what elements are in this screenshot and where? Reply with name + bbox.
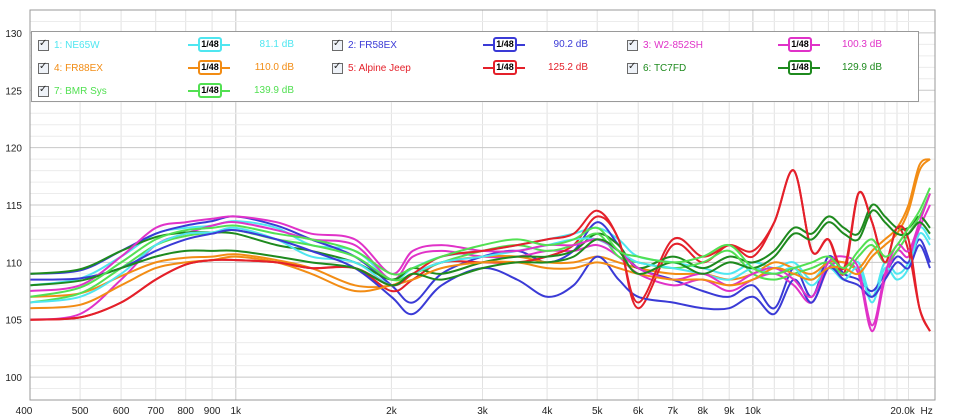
level-fr58ex: 90.2 dB — [553, 39, 588, 50]
checkbox-icon[interactable] — [627, 61, 638, 74]
x-tick-label: 5k — [592, 406, 604, 417]
legend: 1: NE65W 1/48 81.1 dB 2: FR58EX 1/48 90.… — [31, 31, 919, 102]
y-tick-label: 120 — [5, 144, 22, 155]
x-tick-label: 7k — [668, 406, 680, 417]
y-tick-label: 105 — [5, 316, 22, 327]
level-fr88ex: 110.0 dB — [254, 62, 294, 73]
legend-item-fr58ex[interactable]: 2: FR58EX — [332, 36, 397, 54]
legend-label: 5: Alpine Jeep — [348, 62, 411, 74]
plot-frame — [29, 9, 936, 401]
checkbox-icon[interactable] — [627, 38, 638, 51]
legend-item-tc7fd[interactable]: 6: TC7FD — [627, 59, 686, 77]
x-tick-labels: 400 500 600 700 800 900 1k 2k 3k 4k 5k 6k 7k 8k 9k 10k 2… — [16, 406, 933, 417]
legend-item-alpine-jeep[interactable]: 5: Alpine Jeep — [332, 59, 411, 77]
y-tick-label: 115 — [6, 201, 22, 212]
smoothing-box[interactable]: 1/48 — [198, 37, 222, 52]
curves — [29, 158, 931, 333]
x-tick-label: 4k — [542, 406, 554, 417]
legend-item-bmr-sys[interactable]: 7: BMR Sys — [38, 82, 107, 100]
checkbox-icon[interactable] — [332, 61, 343, 74]
smoothing-box[interactable]: 1/48 — [198, 60, 222, 75]
legend-label: 3: W2-852SH — [643, 39, 704, 51]
checkbox-icon[interactable] — [332, 38, 343, 51]
y-tick-label: 110 — [6, 258, 22, 269]
curve-w2-852sh-top — [29, 204, 931, 333]
smoothing-box[interactable]: 1/48 — [493, 60, 517, 75]
legend-label: 1: NE65W — [54, 39, 100, 51]
legend-label: 4: FR88EX — [54, 62, 103, 74]
smoothing-box[interactable]: 1/48 — [198, 83, 222, 98]
x-tick-label: 500 — [72, 406, 89, 417]
x-tick-label: 10k — [745, 406, 762, 417]
x-tick-label: 400 — [16, 406, 33, 417]
x-tick-label: 700 — [147, 406, 164, 417]
legend-label: 7: BMR Sys — [54, 85, 107, 97]
curve-fr88ex-top — [29, 158, 931, 298]
x-tick-label: 3k — [477, 406, 489, 417]
x-tick-label: 600 — [113, 406, 130, 417]
smoothing-box[interactable]: 1/48 — [788, 37, 812, 52]
curve-fr88ex-bottom — [29, 158, 931, 310]
x-tick-label: 6k — [633, 406, 645, 417]
x-tick-label: 900 — [204, 406, 221, 417]
y-tick-labels: 100 105 110 115 120 125 130 — [5, 29, 22, 384]
curve-bmr-sys-bottom — [29, 187, 931, 298]
legend-label: 6: TC7FD — [643, 62, 687, 74]
checkbox-icon[interactable] — [38, 38, 49, 51]
checkbox-icon[interactable] — [38, 84, 49, 97]
smoothing-box[interactable]: 1/48 — [788, 60, 812, 75]
level-bmr-sys: 139.9 dB — [253, 85, 294, 96]
y-tick-label: 130 — [5, 29, 22, 40]
x-tick-label: 1k — [230, 406, 242, 417]
y-tick-label: 100 — [5, 373, 22, 384]
level-alpine-jeep: 125.2 dB — [547, 62, 588, 73]
curve-tc7fd-bottom — [29, 209, 931, 287]
level-ne65w: 81.1 dB — [259, 39, 294, 50]
level-tc7fd: 129.9 dB — [841, 62, 882, 73]
smoothing-box[interactable]: 1/48 — [493, 37, 517, 52]
x-tick-label: 800 — [177, 406, 194, 417]
checkbox-icon[interactable] — [38, 61, 49, 74]
legend-label: 2: FR58EX — [348, 39, 397, 51]
x-tick-label: 2k — [386, 406, 398, 417]
x-tick-label: Hz — [921, 406, 933, 417]
legend-item-w2-852sh[interactable]: 3: W2-852SH — [627, 36, 703, 54]
y-tick-label: 125 — [5, 86, 22, 97]
x-tick-label: 9k — [724, 406, 736, 417]
x-tick-label: 8k — [697, 406, 709, 417]
x-tick-label: 20.0k — [890, 406, 915, 417]
curve-alpine-jeep-bottom — [29, 169, 931, 332]
level-w2-852sh: 100.3 dB — [841, 39, 882, 50]
legend-item-ne65w[interactable]: 1: NE65W — [38, 36, 100, 54]
legend-item-fr88ex[interactable]: 4: FR88EX — [38, 59, 103, 77]
